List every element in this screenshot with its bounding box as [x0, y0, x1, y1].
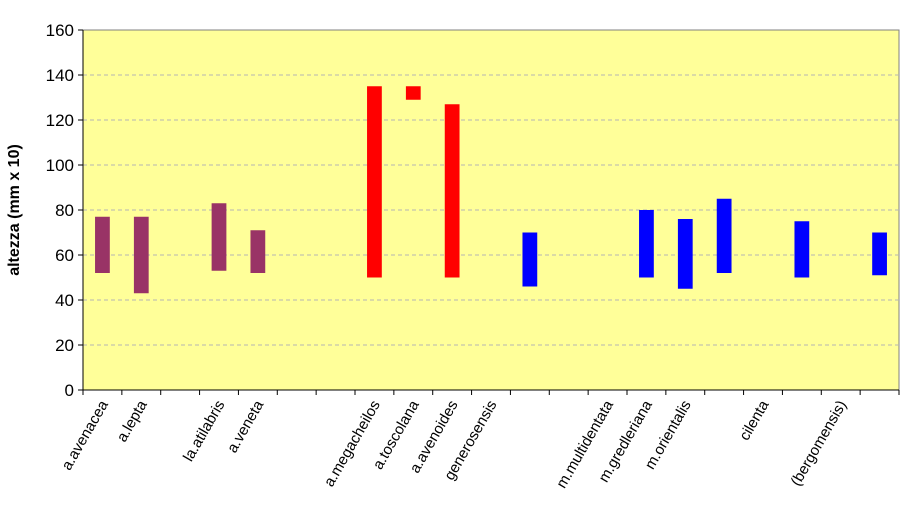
x-category-label: a.megacheilos: [321, 398, 384, 490]
range-bar: [250, 230, 266, 273]
y-axis: 0 20 40 60 80 100 120 140 160: [46, 21, 84, 400]
x-category-label: a.veneta: [224, 397, 268, 456]
range-bar: [444, 104, 460, 278]
range-bar: [95, 216, 110, 273]
range-bar: [716, 198, 732, 273]
x-category-label: (bergomensis): [788, 398, 851, 490]
range-bars: [95, 86, 887, 294]
range-bar: [872, 232, 887, 276]
range-bar: [794, 221, 810, 278]
y-axis-title: altezza (mm x 10): [6, 144, 23, 276]
y-tick-label: 20: [55, 336, 74, 355]
range-bar: [133, 216, 149, 294]
y-tick-label: 100: [46, 156, 74, 175]
y-tick-label: 80: [55, 201, 74, 220]
y-tick-label: 40: [55, 291, 74, 310]
y-tick-label: 60: [55, 246, 74, 265]
range-bar: [677, 219, 693, 289]
y-tick-label: 140: [46, 66, 74, 85]
y-tick-label: 160: [46, 21, 74, 40]
range-bar: [405, 86, 421, 100]
range-bar: [367, 86, 382, 278]
range-bar: [211, 203, 227, 271]
grid-lines: [83, 74, 899, 346]
range-bar: [522, 232, 538, 287]
x-category-label: a.lepta: [114, 397, 152, 445]
range-bar: [639, 210, 654, 278]
y-tick-label: 120: [46, 111, 74, 130]
x-category-label: cilenta: [736, 397, 773, 444]
x-category-label: a.avenacea: [58, 397, 112, 473]
x-category-label: la.atilabris: [180, 398, 228, 465]
y-tick-label: 0: [65, 381, 74, 400]
